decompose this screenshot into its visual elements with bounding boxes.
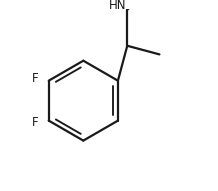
Text: F: F	[32, 116, 39, 129]
Text: HN: HN	[109, 0, 126, 12]
Text: F: F	[32, 72, 39, 85]
